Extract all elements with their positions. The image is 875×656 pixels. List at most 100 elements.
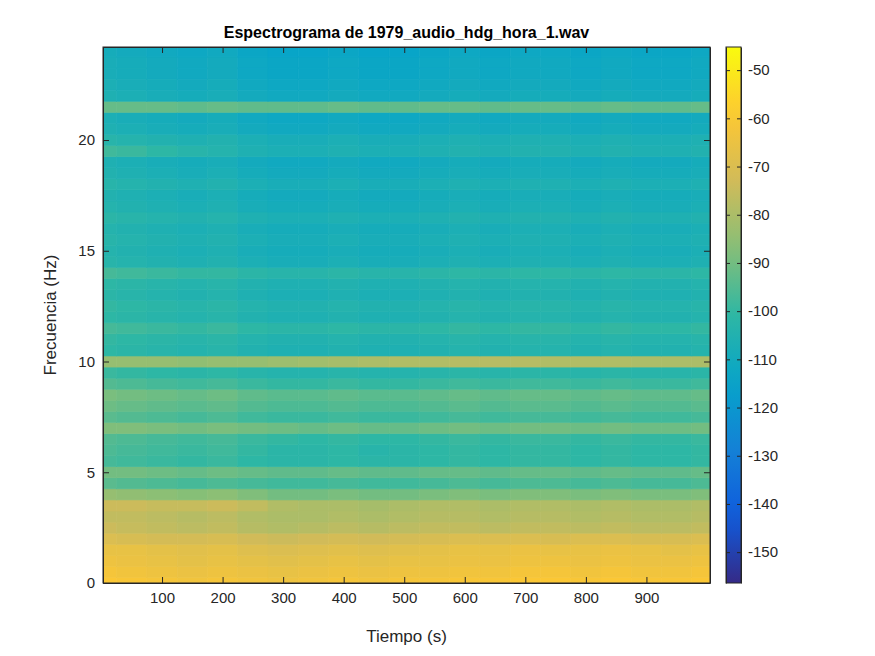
heatmap-cell <box>238 245 268 256</box>
heatmap-cell <box>147 378 177 389</box>
heatmap-cell <box>692 278 710 289</box>
tick-mark <box>103 140 109 141</box>
heatmap-cell <box>207 544 237 555</box>
heatmap-cell <box>103 445 117 456</box>
heatmap-cell <box>329 47 359 57</box>
heatmap-cell <box>359 577 389 583</box>
heatmap-cell <box>662 190 692 201</box>
heatmap-cell <box>359 478 389 489</box>
heatmap-cell <box>103 511 117 522</box>
heatmap-cell <box>177 134 207 145</box>
heatmap-cell <box>450 467 480 478</box>
heatmap-cell <box>692 533 710 544</box>
heatmap-cell <box>389 544 419 555</box>
heatmap-cell <box>268 57 298 68</box>
tick-mark <box>704 140 710 141</box>
tick: 400 <box>332 577 357 606</box>
heatmap-cell <box>359 367 389 378</box>
heatmap-cell <box>540 555 570 566</box>
heatmap-cell <box>601 433 631 444</box>
heatmap-cell <box>329 345 359 356</box>
heatmap-cell <box>268 356 298 367</box>
heatmap-cell <box>480 544 510 555</box>
heatmap-cell <box>298 378 328 389</box>
heatmap-cell <box>631 179 661 190</box>
heatmap-cell <box>601 278 631 289</box>
heatmap-cell <box>601 367 631 378</box>
heatmap-cell <box>419 323 449 334</box>
heatmap-cell <box>601 555 631 566</box>
heatmap-cell <box>601 422 631 433</box>
tick: -70 <box>737 158 770 175</box>
heatmap-cell <box>631 544 661 555</box>
heatmap-cell <box>571 389 601 400</box>
heatmap-cell <box>103 367 117 378</box>
heatmap-cell <box>117 47 147 57</box>
heatmap-cell <box>329 356 359 367</box>
heatmap-cell <box>450 422 480 433</box>
heatmap-cell <box>631 256 661 267</box>
heatmap-cell <box>540 522 570 533</box>
heatmap-cell <box>329 245 359 256</box>
heatmap-cell <box>329 511 359 522</box>
heatmap-cell <box>207 168 237 179</box>
heatmap-cell <box>268 544 298 555</box>
heatmap-cell <box>177 422 207 433</box>
tick: -140 <box>737 495 778 512</box>
heatmap-cell <box>631 123 661 134</box>
heatmap-cell <box>540 467 570 478</box>
heatmap-cell <box>540 400 570 411</box>
heatmap-cell <box>450 57 480 68</box>
heatmap-cell <box>177 201 207 212</box>
heatmap-cell <box>662 456 692 467</box>
heatmap-cell <box>480 123 510 134</box>
heatmap-cell <box>631 577 661 583</box>
heatmap-cell <box>510 389 540 400</box>
heatmap-cell <box>207 367 237 378</box>
heatmap-cell <box>571 411 601 422</box>
heatmap-cell <box>631 345 661 356</box>
heatmap-cell <box>329 190 359 201</box>
heatmap-cell <box>692 256 710 267</box>
heatmap-cell <box>601 378 631 389</box>
heatmap-cell <box>692 90 710 101</box>
heatmap-cell <box>147 157 177 168</box>
heatmap-cell <box>238 79 268 90</box>
heatmap-cell <box>298 367 328 378</box>
heatmap-cell <box>359 433 389 444</box>
heatmap-cell <box>540 533 570 544</box>
heatmap-cell <box>692 267 710 278</box>
heatmap-cell <box>540 478 570 489</box>
heatmap-cell <box>480 323 510 334</box>
heatmap-cell <box>359 544 389 555</box>
tick-label: 10 <box>78 353 95 370</box>
heatmap-cell <box>177 312 207 323</box>
heatmap-cell <box>692 456 710 467</box>
heatmap-cell <box>238 467 268 478</box>
heatmap-cell <box>268 157 298 168</box>
heatmap-cell <box>238 445 268 456</box>
heatmap-cell <box>450 168 480 179</box>
heatmap-cell <box>601 345 631 356</box>
heatmap-cell <box>480 201 510 212</box>
heatmap-cell <box>631 301 661 312</box>
heatmap-cell <box>540 511 570 522</box>
heatmap-cell <box>389 345 419 356</box>
heatmap-cell <box>117 555 147 566</box>
heatmap-cell <box>571 544 601 555</box>
heatmap-cell <box>510 312 540 323</box>
heatmap-cell <box>117 101 147 112</box>
heatmap-cell <box>329 378 359 389</box>
heatmap-cell <box>329 68 359 79</box>
heatmap-cell <box>147 190 177 201</box>
heatmap-cell <box>268 533 298 544</box>
heatmap-cell <box>601 500 631 511</box>
tick-label: -80 <box>748 206 770 223</box>
heatmap-cell <box>601 323 631 334</box>
heatmap-cell <box>238 544 268 555</box>
heatmap-cell <box>510 577 540 583</box>
heatmap-cell <box>147 478 177 489</box>
heatmap-cell <box>177 256 207 267</box>
heatmap-cell <box>419 411 449 422</box>
heatmap-cell <box>450 323 480 334</box>
